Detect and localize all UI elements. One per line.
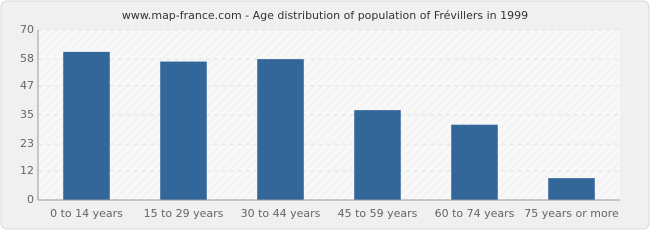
bar bbox=[354, 110, 401, 200]
page: www.map-france.com - Age distribution of… bbox=[0, 0, 650, 230]
y-tick-label: 58 bbox=[20, 52, 34, 65]
x-tick-label: 45 to 59 years bbox=[338, 207, 418, 220]
bar bbox=[160, 61, 207, 201]
x-tick-label: 60 to 74 years bbox=[435, 207, 515, 220]
y-tick-label: 47 bbox=[20, 79, 34, 92]
x-tick-label: 75 years or more bbox=[524, 207, 619, 220]
chart: www.map-france.com - Age distribution of… bbox=[0, 0, 650, 230]
y-tick-label: 0 bbox=[27, 193, 34, 206]
y-tick-label: 70 bbox=[20, 23, 34, 36]
bar bbox=[63, 51, 110, 200]
x-tick-label: 0 to 14 years bbox=[50, 207, 123, 220]
chart-title: www.map-france.com - Age distribution of… bbox=[122, 9, 528, 22]
y-tick-label: 12 bbox=[20, 164, 34, 177]
y-tick-label: 35 bbox=[20, 108, 34, 121]
x-tick-label: 15 to 29 years bbox=[144, 207, 224, 220]
bar bbox=[257, 59, 304, 201]
y-tick-label: 23 bbox=[20, 137, 34, 150]
x-tick-label: 30 to 44 years bbox=[241, 207, 321, 220]
bar bbox=[451, 124, 498, 200]
bar bbox=[548, 178, 595, 200]
